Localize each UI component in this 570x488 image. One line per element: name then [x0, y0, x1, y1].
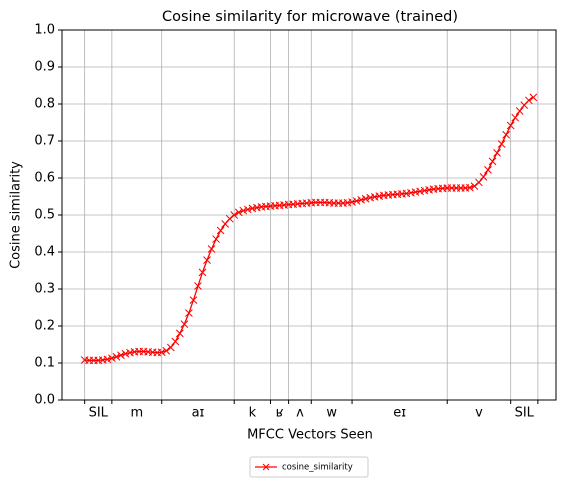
x-tick-label: v [475, 406, 483, 421]
y-tick-label: 0.0 [34, 393, 55, 408]
marker [502, 130, 511, 139]
x-tick-label: SIL [515, 406, 535, 421]
legend-box [249, 456, 369, 478]
marker [506, 121, 515, 130]
marker [117, 351, 125, 360]
marker [488, 157, 497, 166]
marker [166, 343, 175, 352]
marker [352, 197, 361, 205]
y-tick-label: 0.4 [34, 245, 55, 260]
marker [243, 205, 252, 214]
marker [121, 349, 130, 358]
y-tick-label: 0.5 [34, 208, 55, 223]
marker [185, 309, 193, 317]
marker [225, 214, 234, 223]
marker [470, 182, 479, 190]
x-axis-title: MFCC Vectors Seen [247, 428, 373, 443]
marker [189, 296, 198, 304]
y-tick-label: 0.2 [34, 319, 55, 334]
marker [529, 93, 538, 102]
y-axis-title: Cosine similarity [9, 161, 24, 269]
x-tick-label: aɪ [192, 406, 205, 421]
marker [357, 195, 365, 204]
marker [466, 183, 474, 192]
marker [194, 282, 202, 290]
legend-label: cosine_similarity [282, 463, 353, 473]
marker [103, 355, 112, 364]
marker [212, 235, 220, 243]
y-tick-label: 0.8 [34, 97, 55, 112]
marker [107, 354, 116, 363]
marker [112, 352, 121, 361]
marker [361, 194, 370, 203]
marker [162, 346, 171, 355]
legend: cosine_similarity [249, 456, 369, 478]
marker [207, 245, 216, 253]
marker [175, 329, 184, 338]
marker [493, 148, 501, 157]
marker [479, 173, 488, 181]
plot-frame [61, 29, 557, 401]
marker [239, 206, 248, 215]
marker [230, 211, 239, 219]
legend-marker [262, 463, 270, 471]
series-line [84, 96, 534, 362]
y-tick-label: 0.6 [34, 171, 55, 186]
marker [234, 208, 243, 217]
marker [348, 198, 356, 206]
y-tick-label: 0.1 [34, 356, 55, 371]
y-tick-label: 0.3 [34, 282, 55, 297]
y-tick-label: 0.7 [34, 134, 55, 149]
x-tick-label: eɪ [393, 406, 406, 421]
marker [171, 337, 180, 346]
marker [180, 320, 189, 329]
x-tick-label: SIL [89, 406, 109, 421]
x-tick-label: k [249, 406, 257, 421]
marker [216, 226, 225, 235]
x-tick-label: ʌ [296, 406, 304, 421]
x-tick-label: m [130, 406, 143, 421]
marker [484, 166, 492, 174]
marker [198, 268, 207, 277]
marker [524, 96, 533, 105]
y-tick-label: 1.0 [34, 23, 55, 38]
x-tick-label: ʁ [276, 406, 284, 421]
marker [157, 348, 166, 357]
y-tick-label: 0.9 [34, 60, 55, 75]
x-tick-label: w [326, 406, 337, 421]
marker [475, 178, 483, 187]
marker [511, 113, 520, 122]
marker [203, 256, 211, 264]
marker [497, 140, 506, 148]
marker [515, 107, 524, 115]
chart-title: Cosine similarity for microwave (trained… [162, 9, 458, 25]
